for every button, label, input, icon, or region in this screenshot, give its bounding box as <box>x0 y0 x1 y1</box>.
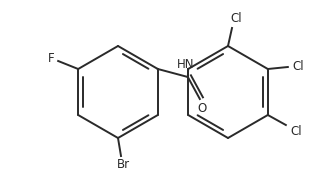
Text: F: F <box>48 53 54 66</box>
Text: O: O <box>197 101 206 115</box>
Text: Cl: Cl <box>292 60 304 74</box>
Text: Cl: Cl <box>290 125 302 138</box>
Text: Cl: Cl <box>230 12 242 26</box>
Text: HN: HN <box>177 57 195 70</box>
Text: Br: Br <box>116 157 129 170</box>
